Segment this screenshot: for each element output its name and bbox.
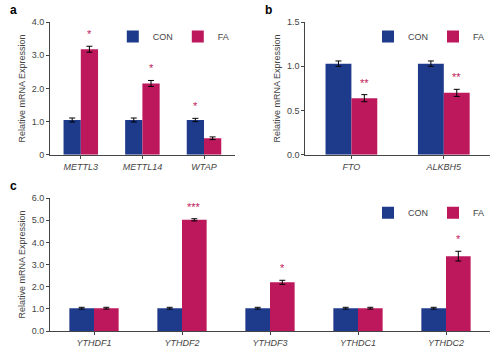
svg-text:CON: CON xyxy=(153,32,173,42)
svg-text:4.0: 4.0 xyxy=(32,238,45,248)
svg-text:1.0: 1.0 xyxy=(32,117,45,127)
svg-text:YTHDF2: YTHDF2 xyxy=(164,338,199,348)
svg-text:METTL3: METTL3 xyxy=(64,162,99,172)
svg-text:*: * xyxy=(456,233,461,245)
svg-text:3.0: 3.0 xyxy=(32,50,45,60)
svg-text:0: 0 xyxy=(39,150,44,160)
svg-text:3.0: 3.0 xyxy=(32,260,45,270)
svg-text:YTHDC2: YTHDC2 xyxy=(428,338,464,348)
svg-text:2.0: 2.0 xyxy=(32,84,45,94)
svg-text:5.0: 5.0 xyxy=(32,215,45,225)
svg-text:*: * xyxy=(280,262,285,274)
svg-text:Relative mRNA Expression: Relative mRNA Expression xyxy=(17,211,27,319)
svg-text:0.0: 0.0 xyxy=(287,150,300,160)
svg-text:YTHDC1: YTHDC1 xyxy=(340,338,376,348)
svg-text:**: ** xyxy=(452,71,461,83)
svg-text:*: * xyxy=(149,62,154,74)
svg-text:b: b xyxy=(265,3,272,17)
svg-text:FA: FA xyxy=(473,208,484,218)
svg-text:a: a xyxy=(10,3,17,17)
svg-text:FA: FA xyxy=(473,32,484,42)
svg-text:Relative mRNA Expression: Relative mRNA Expression xyxy=(272,34,282,142)
svg-text:0.0: 0.0 xyxy=(32,326,45,336)
svg-text:0.5: 0.5 xyxy=(287,106,300,116)
svg-text:6.0: 6.0 xyxy=(32,193,45,203)
svg-text:CON: CON xyxy=(408,32,428,42)
svg-text:*: * xyxy=(87,28,92,40)
svg-text:4.0: 4.0 xyxy=(32,17,45,27)
svg-text:**: ** xyxy=(360,77,369,89)
svg-text:Relative mRNA Expression: Relative mRNA Expression xyxy=(17,34,27,142)
svg-text:ALKBH5: ALKBH5 xyxy=(426,162,463,172)
svg-text:YTHDF3: YTHDF3 xyxy=(252,338,287,348)
svg-text:CON: CON xyxy=(408,208,428,218)
svg-text:YTHDF1: YTHDF1 xyxy=(76,338,111,348)
svg-text:*: * xyxy=(193,100,198,112)
svg-text:FA: FA xyxy=(218,32,229,42)
svg-text:1.0: 1.0 xyxy=(287,61,300,71)
svg-text:***: *** xyxy=(187,201,201,213)
svg-text:METTL14: METTL14 xyxy=(123,162,163,172)
svg-text:1.0: 1.0 xyxy=(32,304,45,314)
svg-text:FTO: FTO xyxy=(342,162,360,172)
svg-text:c: c xyxy=(10,179,17,193)
svg-text:1.5: 1.5 xyxy=(287,17,300,27)
svg-text:WTAP: WTAP xyxy=(191,162,216,172)
svg-text:2.0: 2.0 xyxy=(32,282,45,292)
